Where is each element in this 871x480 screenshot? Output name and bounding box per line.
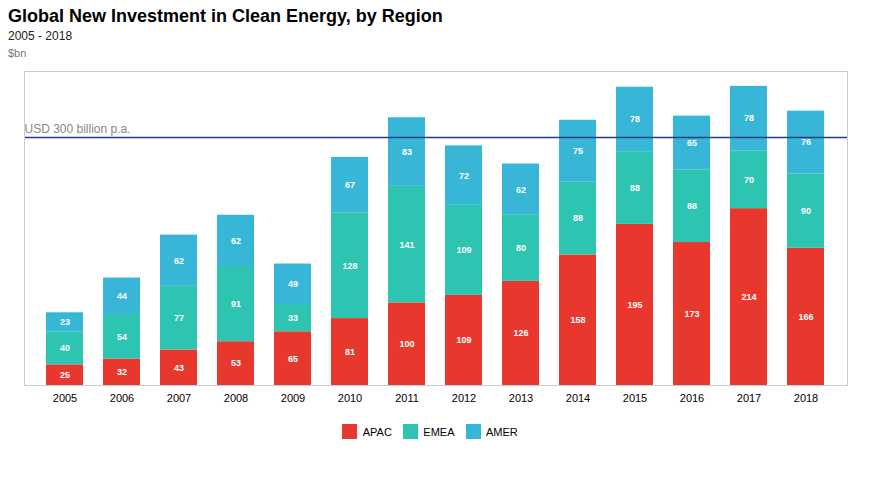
svg-text:214: 214 [741, 292, 756, 302]
svg-text:90: 90 [801, 206, 811, 216]
svg-text:65: 65 [687, 138, 697, 148]
html-text:2005 - 2018: 2005 - 2018 [8, 29, 73, 43]
svg-text:76: 76 [801, 137, 811, 147]
svg-text:40: 40 [60, 343, 70, 353]
svg-text:88: 88 [573, 213, 583, 223]
svg-text:62: 62 [174, 256, 184, 266]
svg-text:62: 62 [516, 185, 526, 195]
svg-text:141: 141 [399, 239, 414, 249]
svg-text:88: 88 [687, 201, 697, 211]
svg-text:23: 23 [60, 317, 70, 327]
svg-text:2012: 2012 [452, 392, 476, 404]
svg-text:128: 128 [342, 261, 357, 271]
svg-text:75: 75 [573, 146, 583, 156]
svg-text:2011: 2011 [395, 392, 419, 404]
svg-text:91: 91 [231, 299, 241, 309]
svg-text:65: 65 [288, 354, 298, 364]
svg-text:173: 173 [684, 309, 699, 319]
html-text:Global New Investment in Clean: Global New Investment in Clean Energy, b… [8, 6, 443, 26]
svg-text:2009: 2009 [281, 392, 305, 404]
svg-text:2017: 2017 [737, 392, 761, 404]
html-text:APAC: APAC [362, 425, 392, 438]
svg-text:88: 88 [630, 183, 640, 193]
html-text:AMER: AMER [486, 425, 518, 438]
html-text:$bn: $bn [8, 47, 27, 59]
svg-text:100: 100 [399, 339, 414, 349]
svg-text:77: 77 [174, 313, 184, 323]
svg-text:70: 70 [744, 175, 754, 185]
svg-text:78: 78 [744, 113, 754, 123]
svg-text:2016: 2016 [680, 392, 704, 404]
svg-text:81: 81 [345, 347, 355, 357]
svg-text:54: 54 [117, 332, 127, 342]
svg-text:43: 43 [174, 363, 184, 373]
svg-text:44: 44 [117, 291, 127, 301]
svg-text:2005: 2005 [53, 392, 77, 404]
svg-text:67: 67 [345, 180, 355, 190]
svg-text:2010: 2010 [338, 392, 362, 404]
svg-text:2006: 2006 [110, 392, 134, 404]
svg-text:32: 32 [117, 367, 127, 377]
svg-text:2008: 2008 [224, 392, 248, 404]
svg-text:33: 33 [288, 313, 298, 323]
svg-text:USD 300 billion p.a.: USD 300 billion p.a. [25, 122, 131, 136]
svg-text:109: 109 [456, 245, 471, 255]
svg-text:126: 126 [513, 328, 528, 338]
svg-text:166: 166 [798, 312, 813, 322]
svg-text:2015: 2015 [623, 392, 647, 404]
svg-text:195: 195 [627, 300, 642, 310]
svg-text:109: 109 [456, 335, 471, 345]
svg-text:2014: 2014 [566, 392, 590, 404]
svg-text:83: 83 [402, 147, 412, 157]
svg-text:72: 72 [459, 170, 469, 180]
svg-text:62: 62 [231, 236, 241, 246]
svg-text:80: 80 [516, 243, 526, 253]
svg-text:158: 158 [570, 315, 585, 325]
svg-text:25: 25 [60, 370, 70, 380]
svg-text:2007: 2007 [167, 392, 191, 404]
svg-text:2018: 2018 [794, 392, 818, 404]
svg-text:49: 49 [288, 279, 298, 289]
svg-text:2013: 2013 [509, 392, 533, 404]
svg-text:53: 53 [231, 358, 241, 368]
html-text:EMEA: EMEA [423, 425, 455, 438]
svg-text:78: 78 [630, 114, 640, 124]
